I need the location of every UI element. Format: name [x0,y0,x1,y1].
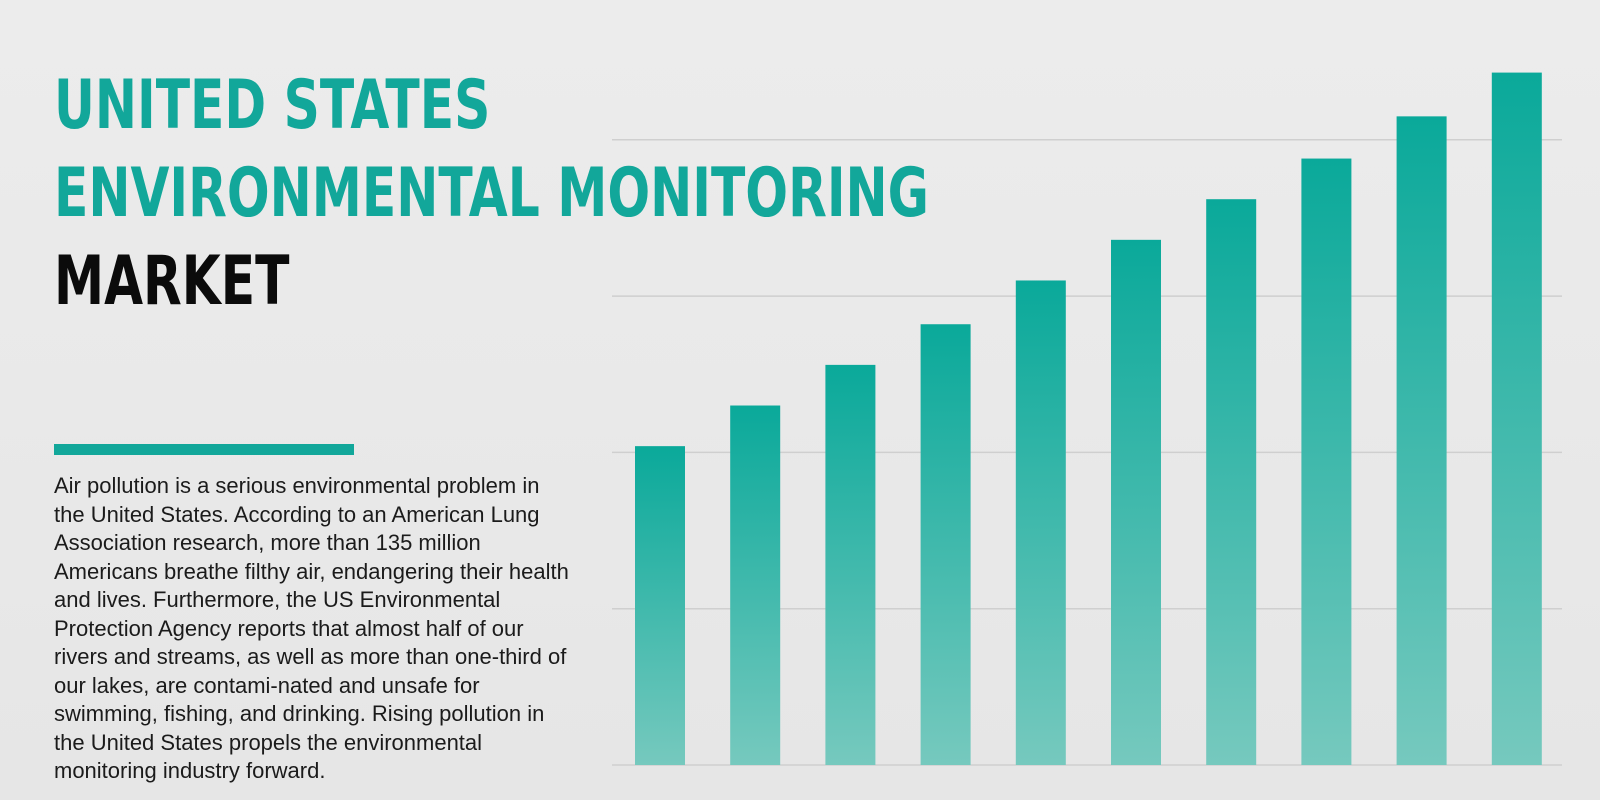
bar-6 [1111,239,1161,765]
bar-9 [1396,116,1447,766]
bar-4 [920,324,971,765]
description-paragraph: Air pollution is a serious environmental… [54,473,569,783]
bars [635,72,1542,766]
title-line-3: MARKET [54,242,290,321]
title-line-1: UNITED STATES [54,66,491,145]
bar-5 [1015,280,1066,765]
bar-2 [730,405,781,765]
bar-3 [825,364,876,765]
bar-10 [1491,72,1542,765]
title-line-2: ENVIRONMENTAL MONITORING [54,154,929,233]
bar-1 [635,446,685,765]
page-title: UNITED STATES ENVIRONMENTAL MONITORING M… [54,62,929,326]
accent-divider [54,444,354,455]
bar-7 [1206,199,1257,766]
bar-8 [1301,158,1352,765]
